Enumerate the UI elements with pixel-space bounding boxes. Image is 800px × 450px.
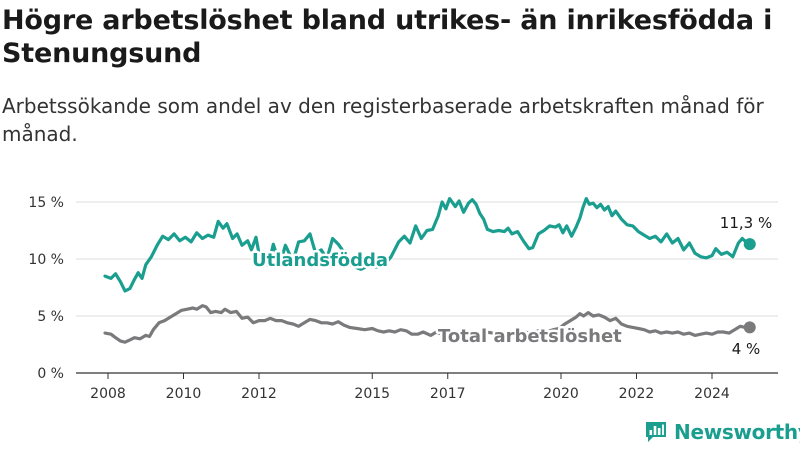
x-tick-label: 2024 [694,386,730,402]
x-tick-label: 2017 [430,386,466,402]
brand-logo: Newsworthy [644,418,800,446]
y-tick-label: 10 % [28,252,64,268]
y-tick-label: 0 % [37,366,64,382]
series-line-1 [103,304,752,344]
y-tick-label: 15 % [28,195,64,211]
x-tick-label: 2008 [90,386,126,402]
bar-chart-logo-icon [646,422,666,442]
x-tick-label: 2010 [166,386,202,402]
series-line-0 [103,197,752,293]
end-value-label: 11,3 % [720,214,772,232]
chart-subtitle: Arbetssökande som andel av den registerb… [2,94,764,146]
x-axis: 2008 2010 2012 2015 2017 2020 2022 2024 [90,373,730,402]
brand-name: Newsworthy [674,420,800,444]
x-tick-label: 2015 [354,386,390,402]
series-end-point-1 [743,321,756,334]
x-tick-label: 2012 [241,386,277,402]
x-tick-label: 2020 [543,386,579,402]
x-tick-label: 2022 [619,386,655,402]
series-label-total: Total arbetslöshet [438,326,622,347]
chart-title: Högre arbetslöshet bland utrikes- än inr… [2,5,773,69]
series-group [103,197,756,344]
grid-lines [76,201,778,374]
series-end-point-0 [743,238,756,251]
y-tick-label: 5 % [37,309,64,325]
series-labels: Utlandsfödda Total arbetslöshet 11,3 % 4 % [250,214,773,358]
y-axis: 0 % 5 % 10 % 15 % [28,195,64,382]
end-value-label: 4 % [732,340,761,358]
series-label-utlandsfodda: Utlandsfödda [252,250,388,271]
